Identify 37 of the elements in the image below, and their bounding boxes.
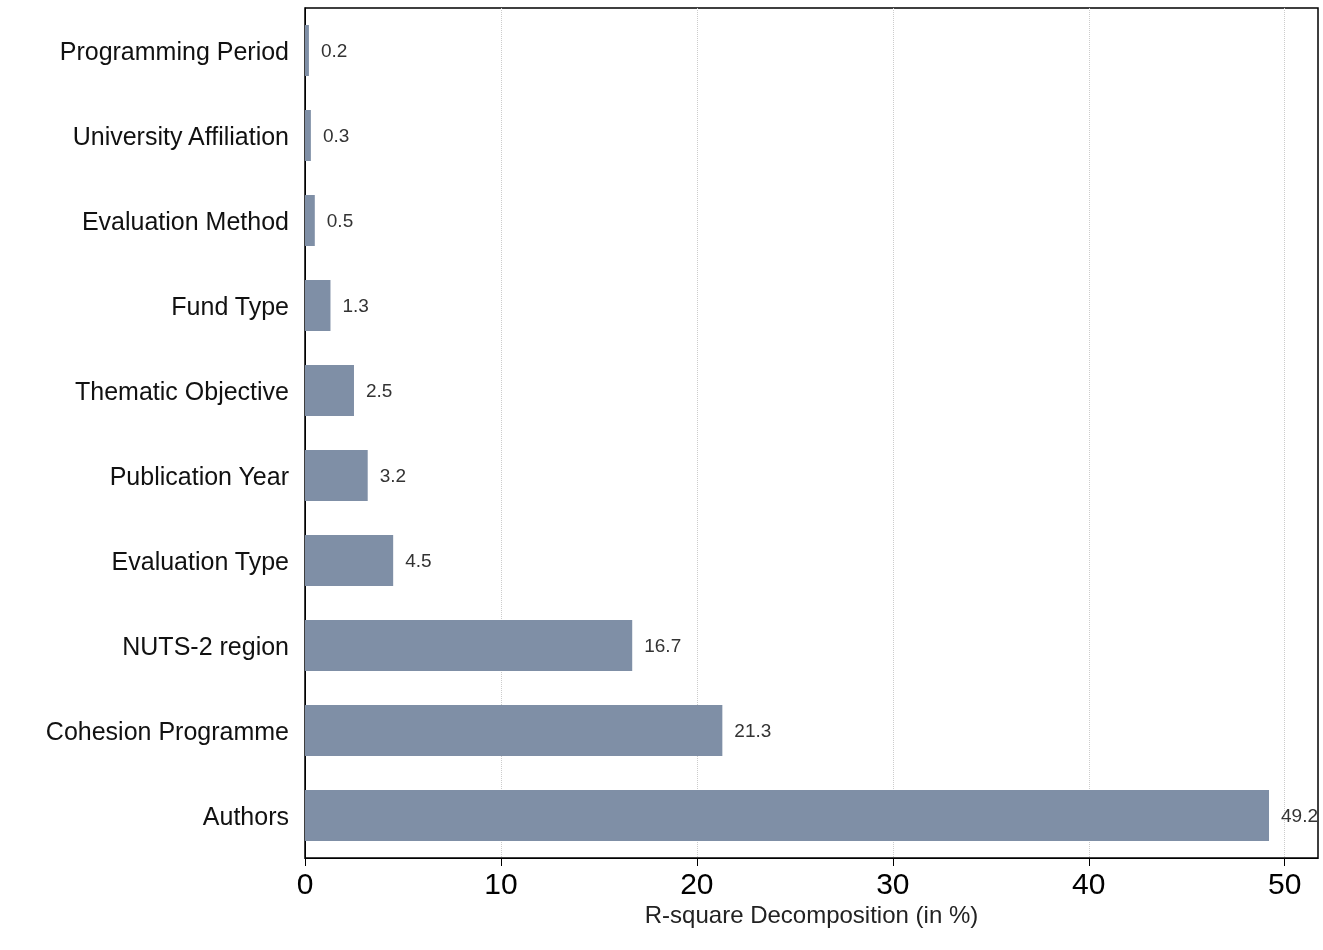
bar bbox=[305, 790, 1270, 841]
data-label: 49.2 bbox=[1281, 805, 1318, 826]
data-label: 0.3 bbox=[322, 125, 350, 146]
bar bbox=[305, 195, 315, 246]
y-tick-label: University Affiliation bbox=[72, 121, 289, 150]
y-tick-label: Publication Year bbox=[109, 461, 289, 490]
y-tick-label: NUTS-2 region bbox=[122, 631, 289, 660]
bar bbox=[305, 280, 331, 331]
x-axis-title: R-square Decomposition (in %) bbox=[644, 901, 979, 929]
data-label: 16.7 bbox=[644, 635, 682, 656]
y-tick-label: Authors bbox=[202, 801, 289, 830]
data-label: 4.5 bbox=[405, 550, 432, 571]
x-tick-label: 10 bbox=[484, 866, 518, 900]
x-tick-label: 50 bbox=[1268, 866, 1302, 900]
bar bbox=[305, 110, 311, 161]
x-tick-label: 20 bbox=[680, 866, 714, 900]
data-label: 1.3 bbox=[342, 295, 369, 316]
y-tick-label: Fund Type bbox=[171, 291, 289, 320]
x-tick-label: 30 bbox=[876, 866, 910, 900]
x-tick-label: 0 bbox=[296, 866, 314, 900]
y-tick-label: Evaluation Method bbox=[81, 206, 289, 235]
y-tick-label: Cohesion Programme bbox=[45, 716, 289, 745]
x-tick-label: 40 bbox=[1072, 866, 1106, 900]
y-tick-label: Evaluation Type bbox=[111, 546, 289, 575]
data-label: 3.2 bbox=[379, 465, 407, 486]
bar bbox=[305, 705, 723, 756]
y-tick-label: Programming Period bbox=[59, 36, 289, 65]
data-label: 2.5 bbox=[365, 380, 393, 401]
y-tick-label: Thematic Objective bbox=[75, 376, 289, 405]
bar bbox=[305, 535, 394, 586]
data-label: 0.2 bbox=[320, 40, 348, 61]
bar bbox=[305, 365, 354, 416]
bar bbox=[305, 620, 633, 671]
bar bbox=[305, 25, 309, 76]
bar bbox=[305, 450, 368, 501]
data-label: 0.5 bbox=[326, 210, 354, 231]
data-label: 21.3 bbox=[734, 720, 772, 741]
